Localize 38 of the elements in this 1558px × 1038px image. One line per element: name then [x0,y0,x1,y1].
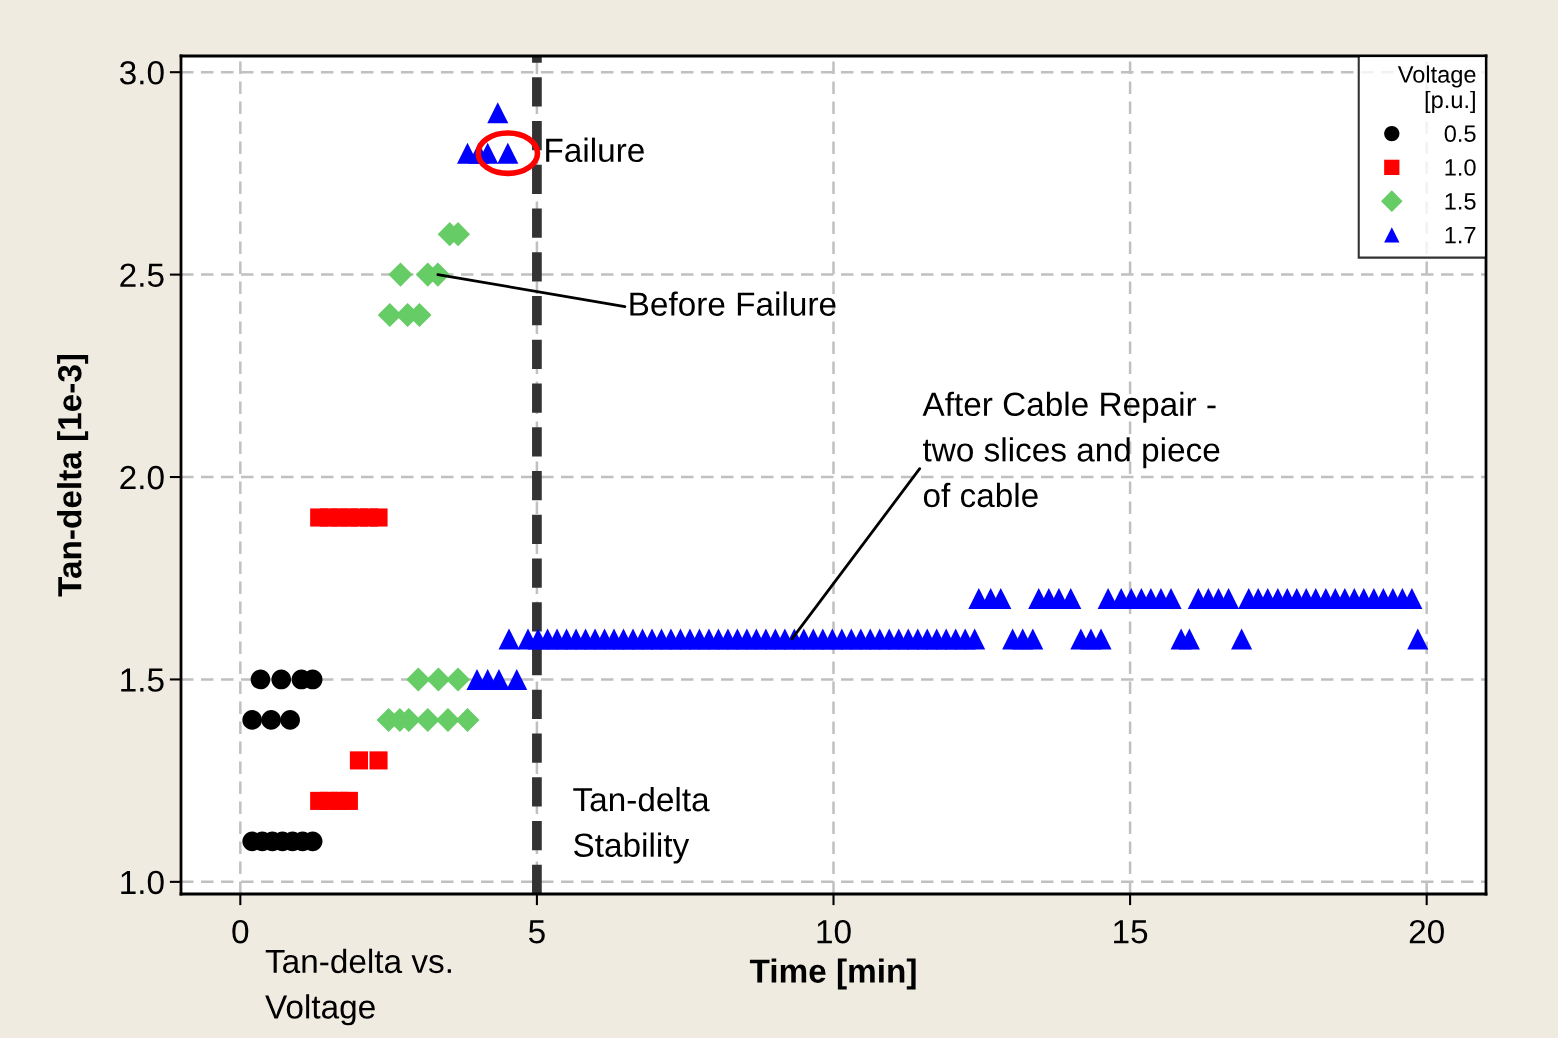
point [406,667,431,692]
x-axis-title: Time [min] [749,958,916,990]
text: Tan-delta vs. Voltage [265,948,451,1026]
legend-label: 1.7 [1445,227,1476,244]
legend-title: Voltage [p.u.] [1397,65,1476,113]
annotation: Tan-delta Stability [573,786,710,864]
x-tick-label: 15 [1114,920,1148,944]
point [261,710,281,730]
x-tick-label: 10 [817,919,851,944]
x-tick-label: 5 [528,920,545,944]
y-tick-label: 1.5 [121,668,164,692]
y-axis-title: Tan-delta [1e-3] [57,354,89,597]
y-tick-label: 1.0 [121,870,164,895]
x-tick-label: 20 [1409,919,1444,944]
y-tick-label: 3.0 [119,61,164,85]
point [250,669,271,690]
annotation: After Cable Repair - two slices and piece of cable [922,391,1220,508]
point [426,667,451,692]
legend-label: 0.5 [1444,125,1476,143]
point [369,751,388,770]
point [271,669,292,690]
annotation: Before Failure [630,291,836,316]
point [349,751,369,770]
annotation: Failure [546,137,644,163]
x-tick-label: 0 [232,919,249,944]
point [242,710,262,730]
y-tick-label: 2.5 [120,263,164,288]
point [445,667,471,692]
point [455,707,480,732]
point [415,707,440,732]
point [435,707,460,732]
point [339,791,358,810]
legend-label: 1.0 [1445,159,1476,176]
point [388,262,413,287]
point [280,710,300,730]
legend-label: 1.5 [1445,193,1476,210]
y-tick-label: 2.0 [120,465,164,490]
point [369,508,388,527]
